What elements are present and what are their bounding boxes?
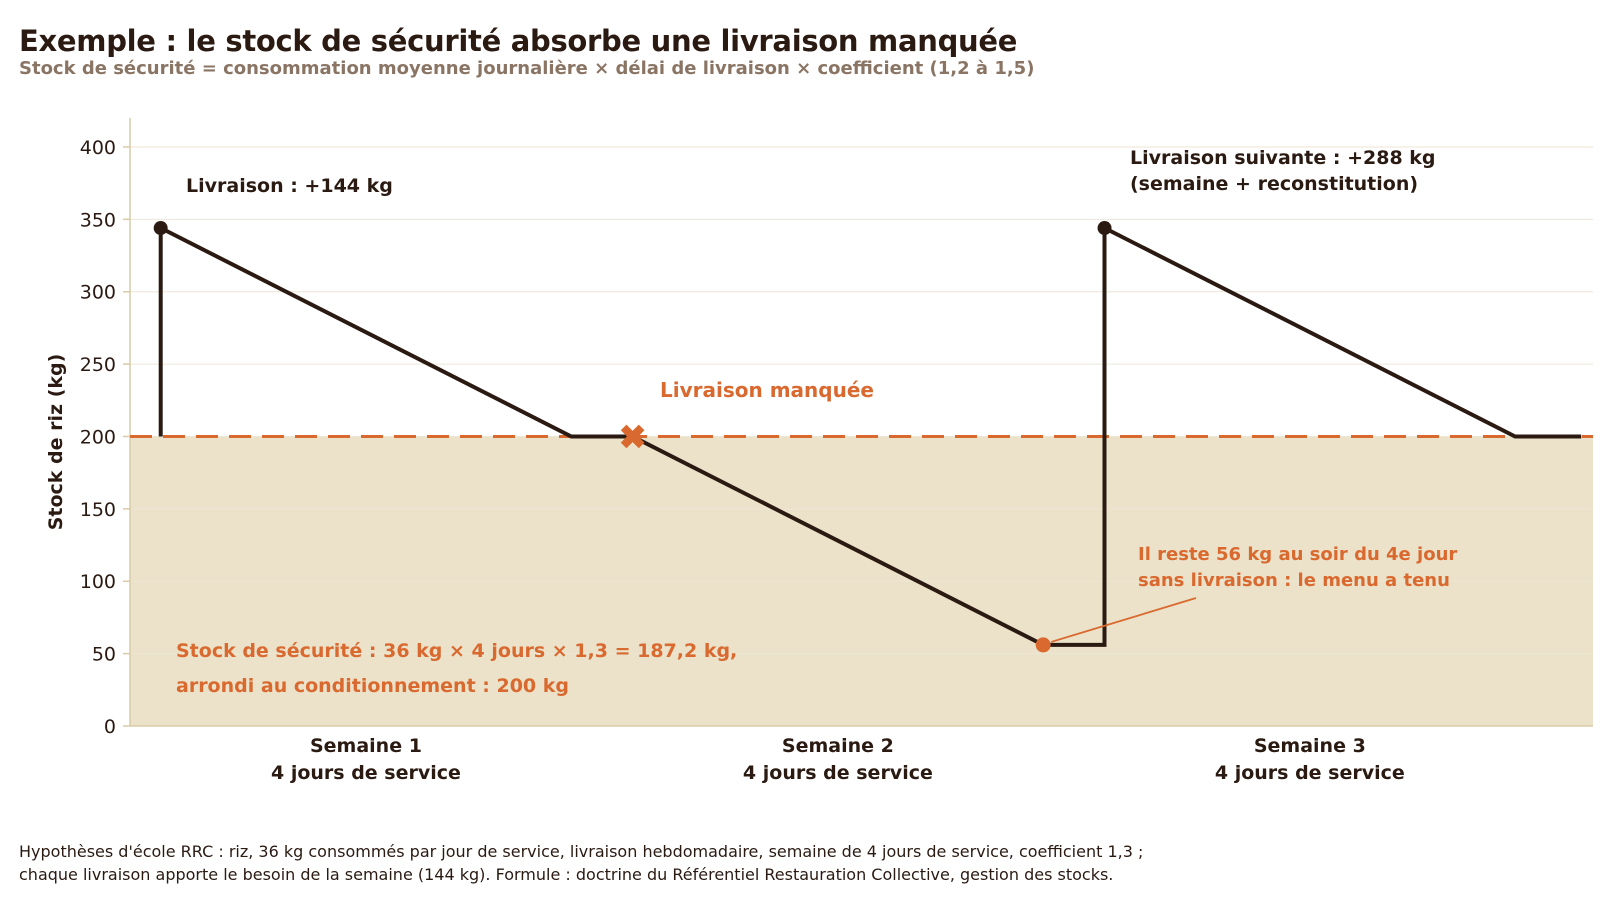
y-tick-label: 400 (80, 137, 116, 159)
missed-delivery-marker (620, 424, 645, 449)
delivery-2-annotation: (semaine + reconstitution) (1130, 173, 1418, 195)
x-tick-label: Semaine 3 (1254, 735, 1366, 757)
delivery-point (153, 221, 168, 236)
remaining-annotation: Il reste 56 kg au soir du 4e jour (1138, 544, 1457, 565)
y-tick-label: 350 (80, 209, 116, 231)
y-tick-label: 200 (80, 426, 116, 448)
safety-stock-annotation: Stock de sécurité : 36 kg × 4 jours × 1,… (176, 640, 737, 662)
chart-title: Exemple : le stock de sécurité absorbe u… (19, 24, 1018, 58)
x-tick-label: 4 jours de service (743, 762, 933, 784)
y-tick-label: 250 (80, 354, 116, 376)
x-tick-label: 4 jours de service (1215, 762, 1405, 784)
y-tick-label: 150 (80, 499, 116, 521)
x-tick-label: Semaine 2 (782, 735, 894, 757)
delivery-2-annotation: Livraison suivante : +288 kg (1130, 147, 1436, 169)
safety-stock-annotation: arrondi au conditionnement : 200 kg (176, 675, 569, 697)
delivery-1-annotation: Livraison : +144 kg (186, 175, 393, 197)
delivery-point (1097, 221, 1112, 236)
remaining-annotation: sans livraison : le menu a tenu (1138, 570, 1450, 591)
footnote-line-1: Hypothèses d'école RRC : riz, 36 kg cons… (19, 842, 1144, 861)
low-point-marker (1035, 637, 1051, 653)
missed-delivery-annotation: Livraison manquée (660, 378, 874, 402)
footnote-line-2: chaque livraison apporte le besoin de la… (19, 865, 1114, 884)
y-tick-label: 0 (104, 716, 116, 738)
y-tick-label: 50 (92, 644, 116, 666)
x-tick-label: Semaine 1 (310, 735, 422, 757)
y-tick-label: 300 (80, 282, 116, 304)
x-tick-label: 4 jours de service (271, 762, 461, 784)
chart-subtitle: Stock de sécurité = consommation moyenne… (19, 58, 1035, 79)
remaining-annotation-connector (1050, 597, 1197, 643)
y-tick-label: 100 (80, 571, 116, 593)
y-axis-label: Stock de riz (kg) (45, 354, 67, 531)
